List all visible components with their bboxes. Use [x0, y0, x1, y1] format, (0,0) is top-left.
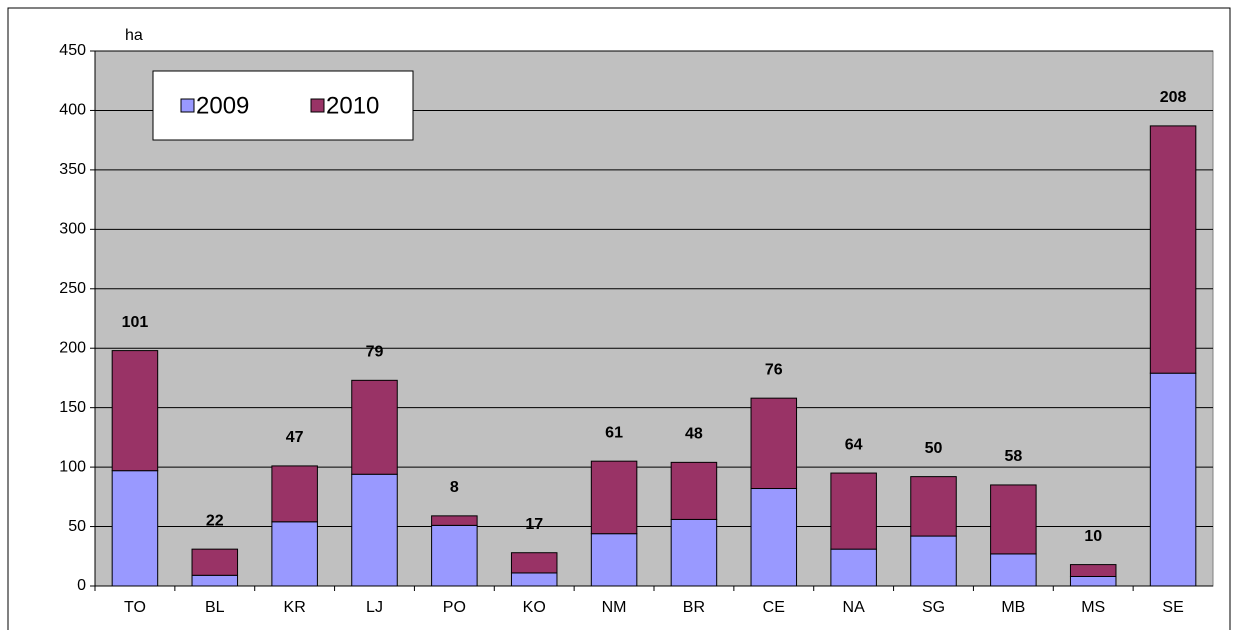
bar-segment [191, 548, 239, 576]
y-tick-label: 100 [59, 458, 86, 475]
bar-segment [431, 515, 478, 526]
data-label: 22 [206, 512, 224, 529]
bar-segment [830, 472, 877, 550]
bar-segment [1069, 564, 1117, 577]
y-tick-label: 0 [77, 577, 86, 594]
data-label: 64 [845, 436, 863, 453]
data-label: 50 [925, 440, 943, 457]
x-tick-label: SG [922, 599, 945, 616]
legend-swatch [180, 98, 195, 113]
bar-segment [750, 397, 798, 490]
data-label: 8 [450, 479, 459, 496]
y-axis-label: ha [125, 27, 143, 44]
x-tick-label: NA [843, 599, 866, 616]
bar-segment [910, 476, 957, 537]
y-tick-label: 150 [59, 399, 86, 416]
bar-segment [750, 488, 798, 587]
data-label: 76 [765, 361, 783, 378]
x-tick-label: TO [124, 599, 146, 616]
bar-segment [510, 552, 558, 574]
bar-segment [990, 553, 1037, 587]
y-tick-label: 350 [59, 161, 86, 178]
y-tick-label: 450 [59, 42, 86, 59]
legend-swatch [310, 98, 325, 113]
bar-segment [910, 535, 957, 587]
x-tick-label: NM [602, 599, 627, 616]
bar-segment [830, 548, 877, 587]
data-label: 48 [685, 426, 703, 443]
x-tick-label: KO [523, 599, 546, 616]
bar-segment [1149, 372, 1197, 587]
bar-segment [670, 461, 718, 520]
x-tick-label: CE [763, 599, 785, 616]
bar-segment [351, 473, 398, 587]
x-tick-label: BL [205, 599, 225, 616]
bar-segment [990, 484, 1037, 555]
legend-box [152, 70, 414, 141]
bar-segment [590, 533, 638, 587]
x-tick-label: BR [683, 599, 705, 616]
x-tick-label: PO [443, 599, 466, 616]
legend-label: 2009 [196, 92, 249, 119]
y-tick-label: 50 [68, 518, 86, 535]
data-label: 47 [286, 429, 304, 446]
data-label: 79 [366, 344, 384, 361]
x-tick-label: MB [1001, 599, 1025, 616]
x-tick-label: MS [1081, 599, 1105, 616]
bar-segment [271, 465, 318, 523]
x-tick-label: LJ [366, 599, 383, 616]
bar-segment [271, 521, 318, 587]
data-label: 17 [525, 516, 543, 533]
bar-segment [670, 518, 718, 587]
data-label: 58 [1004, 448, 1022, 465]
bar-segment [111, 470, 159, 587]
bar-segment [351, 379, 398, 475]
data-label: 101 [122, 314, 149, 331]
bar-segment [431, 524, 478, 587]
y-tick-label: 250 [59, 280, 86, 297]
bar-segment [1149, 125, 1197, 374]
bar-segment [590, 460, 638, 535]
bar-segment [111, 350, 159, 472]
y-tick-label: 300 [59, 221, 86, 238]
y-tick-label: 400 [59, 102, 86, 119]
x-tick-label: SE [1162, 599, 1183, 616]
x-tick-label: KR [284, 599, 306, 616]
y-tick-label: 200 [59, 339, 86, 356]
data-label: 208 [1160, 89, 1187, 106]
bar-segment [191, 574, 239, 587]
legend-label: 2010 [326, 92, 379, 119]
data-label: 61 [605, 424, 623, 441]
bar-segment [510, 572, 558, 587]
data-label: 10 [1084, 528, 1102, 545]
bar-segment [1069, 575, 1117, 587]
